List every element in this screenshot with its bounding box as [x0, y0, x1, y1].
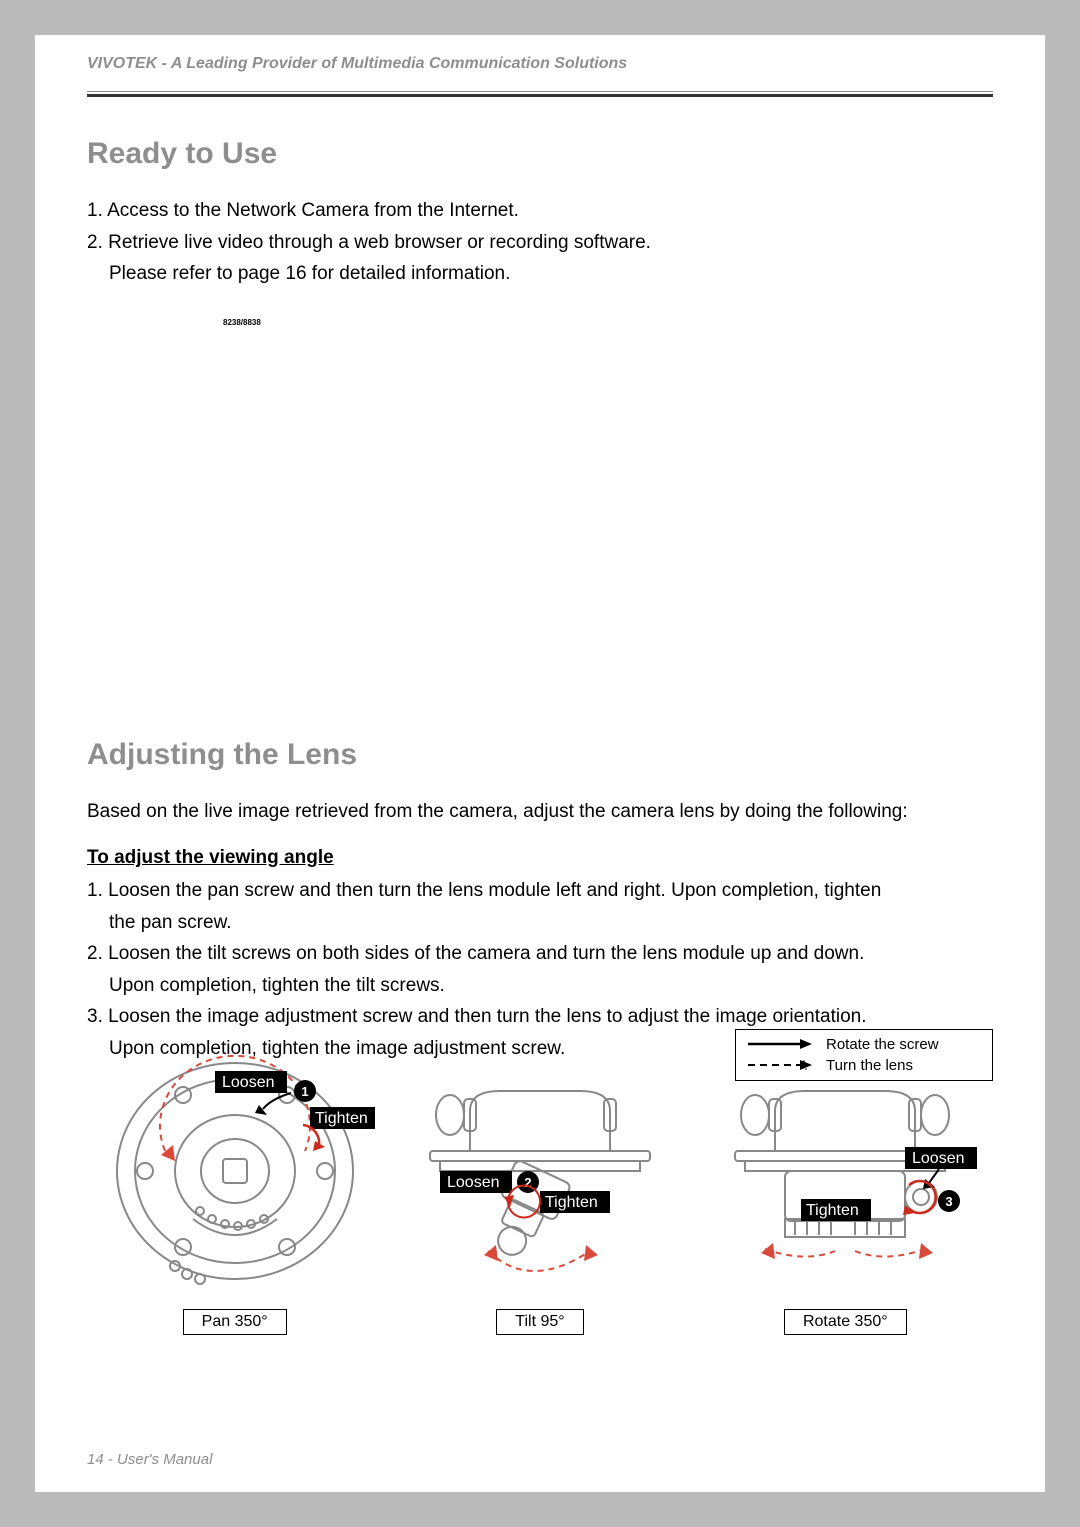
arrow-solid-icon: [746, 1037, 816, 1051]
rotate-diagram-svg: Loosen Tighten 3: [705, 1051, 985, 1301]
ready-step-2: 2. Retrieve live video through a web bro…: [87, 229, 993, 257]
adjust-subheading: To adjust the viewing angle: [87, 847, 993, 869]
tilt-loosen-label: Loosen: [447, 1174, 500, 1191]
svg-text:3: 3: [946, 1194, 953, 1209]
tilt-caption: Tilt 95°: [496, 1309, 583, 1335]
browser-screenshot-placeholder: 8238/8838: [157, 318, 797, 698]
page-header: VIVOTEK - A Leading Provider of Multimed…: [87, 55, 993, 79]
diagram-rotate: Loosen Tighten 3 Rotate 350°: [698, 1051, 993, 1335]
adjust-step-2b: Upon completion, tighten the tilt screws…: [87, 972, 993, 1000]
pan-caption: Pan 350°: [183, 1309, 287, 1335]
section-ready-title: Ready to Use: [87, 137, 993, 171]
adjust-intro: Based on the live image retrieved from t…: [87, 798, 993, 826]
pan-tighten-label: Tighten: [315, 1110, 368, 1127]
svg-text:1: 1: [301, 1084, 308, 1099]
diagram-row: Loosen 1 Tighten Pan 350°: [87, 1051, 993, 1335]
adjust-step-1b: the pan screw.: [87, 909, 993, 937]
model-label: 8238/8838: [223, 318, 261, 327]
tilt-tighten-label: Tighten: [545, 1194, 598, 1211]
rotate-tighten-label: Tighten: [806, 1202, 859, 1219]
ready-step-2b: Please refer to page 16 for detailed inf…: [87, 260, 993, 288]
rotate-loosen-label: Loosen: [912, 1150, 965, 1167]
rotate-caption: Rotate 350°: [784, 1309, 907, 1335]
section-adjust-title: Adjusting the Lens: [87, 738, 993, 772]
diagram-tilt: Loosen 2 Tighten Tilt 95°: [392, 1051, 687, 1335]
page-footer: 14 - User's Manual: [87, 1451, 212, 1468]
ready-step-1: 1. Access to the Network Camera from the…: [87, 197, 993, 225]
adjust-step-3a: 3. Loosen the image adjustment screw and…: [87, 1003, 993, 1031]
divider-thin: [87, 91, 993, 92]
pan-diagram-svg: Loosen 1 Tighten: [95, 1051, 375, 1301]
adjust-step-2a: 2. Loosen the tilt screws on both sides …: [87, 940, 993, 968]
diagram-pan: Loosen 1 Tighten Pan 350°: [87, 1051, 382, 1335]
pan-loosen-label: Loosen: [222, 1074, 275, 1091]
adjust-step-1a: 1. Loosen the pan screw and then turn th…: [87, 877, 993, 905]
tilt-diagram-svg: Loosen 2 Tighten: [400, 1051, 680, 1301]
divider-thick: [87, 94, 993, 97]
manual-page: VIVOTEK - A Leading Provider of Multimed…: [35, 35, 1045, 1492]
